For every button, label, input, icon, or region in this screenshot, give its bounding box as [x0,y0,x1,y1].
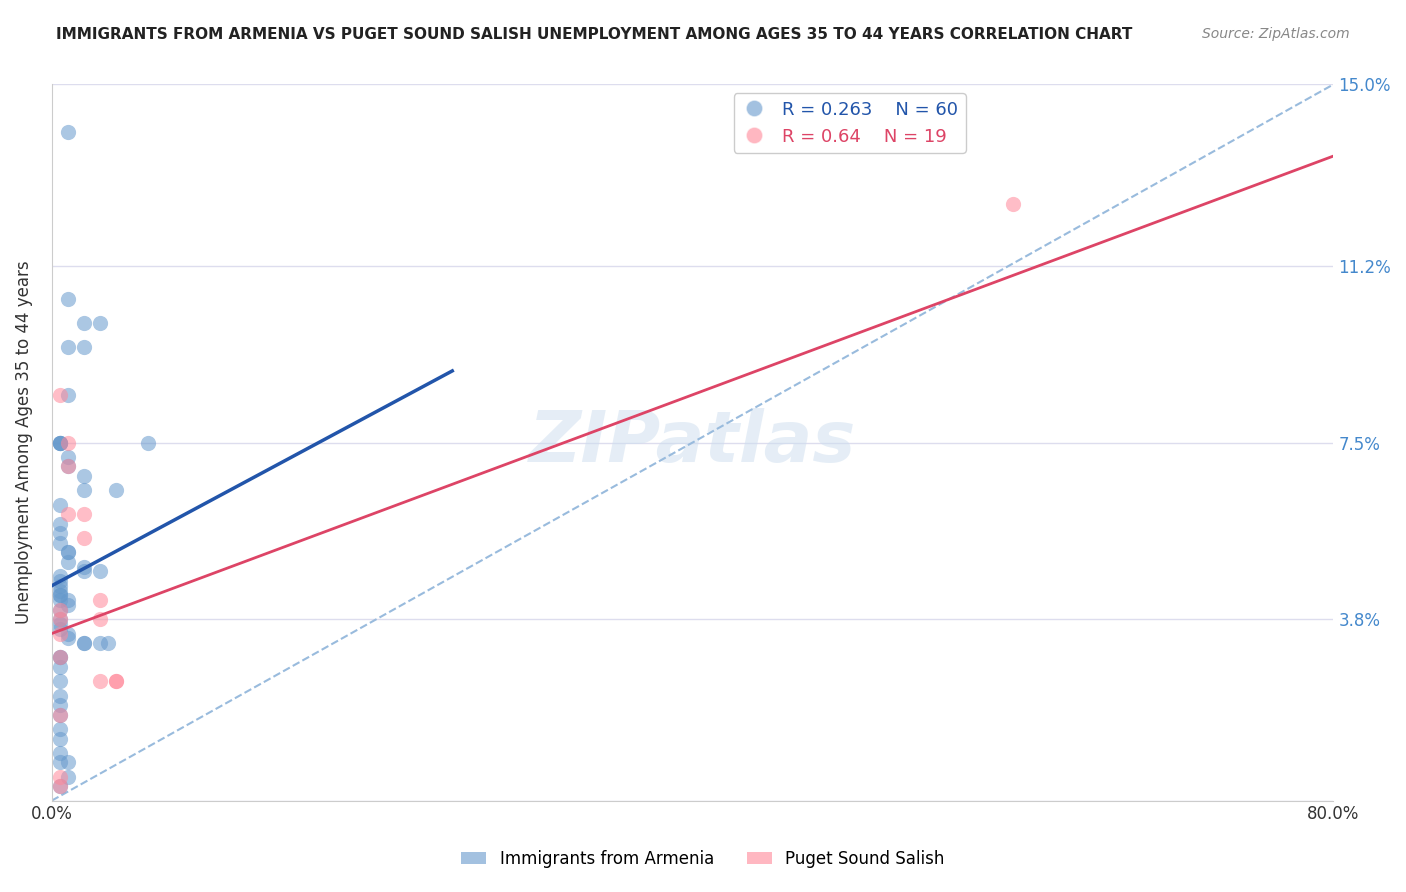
Point [49,722,72,736]
Point [89,593,111,607]
Point [49,731,72,746]
Point [56,459,79,474]
Point [89,316,111,330]
Point [49,602,72,616]
Point [49,756,72,770]
Legend: Immigrants from Armenia, Puget Sound Salish: Immigrants from Armenia, Puget Sound Sal… [454,844,952,875]
Point [104,674,127,689]
Point [49,588,72,602]
Point [49,779,72,793]
Point [56,545,79,559]
Point [89,612,111,626]
Point [56,632,79,646]
Point [73,469,96,483]
Point [49,650,72,665]
Point [49,689,72,703]
Point [56,545,79,559]
Point [56,450,79,464]
Point [49,770,72,784]
Point [56,340,79,354]
Point [56,459,79,474]
Point [49,612,72,626]
Point [49,617,72,632]
Point [49,746,72,760]
Text: IMMIGRANTS FROM ARMENIA VS PUGET SOUND SALISH UNEMPLOYMENT AMONG AGES 35 TO 44 Y: IMMIGRANTS FROM ARMENIA VS PUGET SOUND S… [56,27,1133,42]
Point [56,125,79,139]
Point [56,555,79,569]
Point [73,340,96,354]
Point [49,626,72,640]
Point [49,536,72,550]
Point [73,507,96,521]
Point [49,583,72,598]
Point [49,516,72,531]
Point [49,435,72,450]
Point [73,565,96,579]
Point [49,622,72,636]
Point [49,779,72,793]
Point [49,569,72,583]
Point [73,636,96,650]
Point [89,674,111,689]
Point [89,565,111,579]
Point [104,674,127,689]
Point [104,483,127,498]
Point [49,435,72,450]
Point [73,559,96,574]
Point [49,707,72,722]
Point [73,531,96,545]
Point [49,660,72,674]
Y-axis label: Unemployment Among Ages 35 to 44 years: Unemployment Among Ages 35 to 44 years [15,260,32,624]
Point [49,588,72,602]
Point [56,293,79,307]
Text: Source: ZipAtlas.com: Source: ZipAtlas.com [1202,27,1350,41]
Text: ZIPatlas: ZIPatlas [529,408,856,477]
Point [56,626,79,640]
Point [49,435,72,450]
Point [56,770,79,784]
Point [49,650,72,665]
Point [49,707,72,722]
Point [49,435,72,450]
Point [1001,196,1024,211]
Point [56,756,79,770]
Point [56,598,79,612]
Point [73,483,96,498]
Point [49,698,72,713]
Point [49,574,72,588]
Point [56,388,79,402]
Point [49,593,72,607]
Point [49,612,72,626]
Point [49,388,72,402]
Legend: R = 0.263    N = 60, R = 0.64    N = 19: R = 0.263 N = 60, R = 0.64 N = 19 [734,94,966,153]
Point [56,435,79,450]
Point [49,579,72,593]
Point [136,435,159,450]
Point [49,526,72,541]
Point [49,674,72,689]
Point [73,316,96,330]
Point [49,650,72,665]
Point [73,636,96,650]
Point [89,636,111,650]
Point [49,498,72,512]
Point [97,636,120,650]
Point [56,593,79,607]
Point [49,602,72,616]
Point [56,507,79,521]
